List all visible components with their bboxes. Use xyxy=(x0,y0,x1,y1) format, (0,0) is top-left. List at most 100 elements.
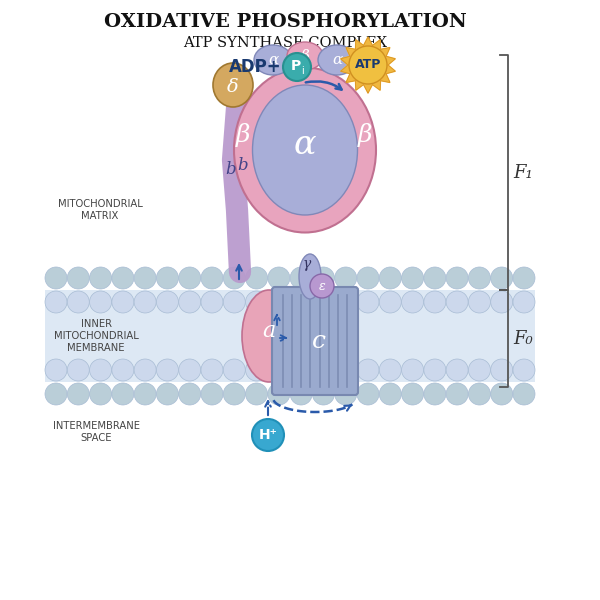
Circle shape xyxy=(268,383,290,405)
Circle shape xyxy=(491,291,513,313)
Text: INNER
MITOCHONDRIAL
MEMBRANE: INNER MITOCHONDRIAL MEMBRANE xyxy=(53,319,139,353)
Circle shape xyxy=(379,291,401,313)
Text: β: β xyxy=(301,49,310,63)
Circle shape xyxy=(446,291,468,313)
Circle shape xyxy=(179,359,201,381)
Circle shape xyxy=(179,267,201,289)
Circle shape xyxy=(469,359,490,381)
Circle shape xyxy=(157,383,178,405)
Circle shape xyxy=(112,291,134,313)
Circle shape xyxy=(89,383,112,405)
Circle shape xyxy=(513,267,535,289)
Circle shape xyxy=(67,383,89,405)
Circle shape xyxy=(357,359,379,381)
Circle shape xyxy=(201,359,223,381)
Text: P: P xyxy=(291,59,301,73)
Circle shape xyxy=(67,359,89,381)
Circle shape xyxy=(469,383,490,405)
Circle shape xyxy=(201,383,223,405)
Circle shape xyxy=(45,359,67,381)
Ellipse shape xyxy=(242,290,296,382)
Circle shape xyxy=(379,267,401,289)
Circle shape xyxy=(379,359,401,381)
Circle shape xyxy=(313,383,334,405)
Ellipse shape xyxy=(234,67,376,232)
Circle shape xyxy=(223,359,245,381)
Circle shape xyxy=(245,383,268,405)
Circle shape xyxy=(513,291,535,313)
Circle shape xyxy=(446,383,468,405)
Circle shape xyxy=(245,267,268,289)
Polygon shape xyxy=(341,37,395,93)
Circle shape xyxy=(67,291,89,313)
Circle shape xyxy=(290,383,312,405)
Circle shape xyxy=(290,291,312,313)
Circle shape xyxy=(424,291,446,313)
Circle shape xyxy=(89,359,112,381)
Circle shape xyxy=(491,267,513,289)
Circle shape xyxy=(201,291,223,313)
Circle shape xyxy=(491,359,513,381)
Text: γ: γ xyxy=(303,257,311,271)
Text: F₁: F₁ xyxy=(513,163,533,181)
Circle shape xyxy=(245,291,268,313)
Text: b: b xyxy=(238,157,248,173)
Ellipse shape xyxy=(299,254,321,299)
Circle shape xyxy=(290,267,312,289)
Circle shape xyxy=(157,359,178,381)
Circle shape xyxy=(112,383,134,405)
Circle shape xyxy=(268,291,290,313)
Circle shape xyxy=(335,267,357,289)
Circle shape xyxy=(424,383,446,405)
Text: b: b xyxy=(226,161,236,179)
Circle shape xyxy=(513,383,535,405)
Circle shape xyxy=(223,267,245,289)
Circle shape xyxy=(89,267,112,289)
Circle shape xyxy=(335,383,357,405)
Ellipse shape xyxy=(287,42,323,70)
Ellipse shape xyxy=(213,63,253,107)
Circle shape xyxy=(134,359,156,381)
Circle shape xyxy=(134,291,156,313)
Circle shape xyxy=(45,291,67,313)
Circle shape xyxy=(310,274,334,298)
Ellipse shape xyxy=(318,45,356,75)
Text: INTERMEMBRANE
SPACE: INTERMEMBRANE SPACE xyxy=(53,421,139,443)
Text: OXIDATIVE PHOSPHORYLATION: OXIDATIVE PHOSPHORYLATION xyxy=(104,13,466,31)
Circle shape xyxy=(45,383,67,405)
Circle shape xyxy=(349,46,387,84)
Circle shape xyxy=(446,359,468,381)
Circle shape xyxy=(424,359,446,381)
Circle shape xyxy=(491,383,513,405)
Circle shape xyxy=(357,383,379,405)
Circle shape xyxy=(335,359,357,381)
Text: α: α xyxy=(332,53,342,67)
Circle shape xyxy=(379,383,401,405)
Circle shape xyxy=(401,291,424,313)
Text: β: β xyxy=(358,123,372,147)
Ellipse shape xyxy=(254,45,292,75)
Circle shape xyxy=(268,267,290,289)
Text: β: β xyxy=(236,123,250,147)
Circle shape xyxy=(469,291,490,313)
Text: a: a xyxy=(262,320,275,342)
Text: ε: ε xyxy=(319,280,325,293)
Circle shape xyxy=(112,267,134,289)
Text: F₀: F₀ xyxy=(513,329,533,347)
Circle shape xyxy=(245,359,268,381)
Circle shape xyxy=(268,359,290,381)
Circle shape xyxy=(446,267,468,289)
Circle shape xyxy=(401,267,424,289)
Text: ADP+: ADP+ xyxy=(229,58,281,76)
Circle shape xyxy=(223,383,245,405)
Circle shape xyxy=(313,291,334,313)
Circle shape xyxy=(179,291,201,313)
FancyBboxPatch shape xyxy=(272,287,358,395)
Circle shape xyxy=(290,359,312,381)
Circle shape xyxy=(424,267,446,289)
Text: H⁺: H⁺ xyxy=(259,428,277,442)
Circle shape xyxy=(157,291,178,313)
Circle shape xyxy=(357,267,379,289)
Text: c: c xyxy=(312,329,326,352)
Circle shape xyxy=(223,291,245,313)
